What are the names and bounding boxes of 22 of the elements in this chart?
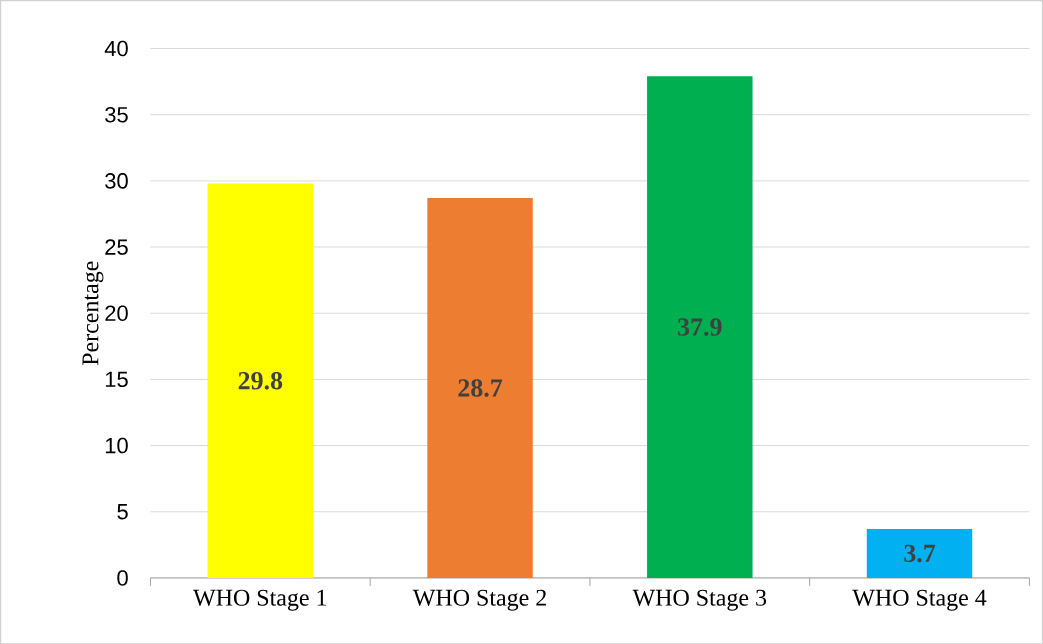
y-tick-label: 5 [117,503,128,520]
y-tick-label: 25 [105,239,128,255]
y-tick-label: 0 [117,569,128,586]
data-label: 28.7 [458,378,503,397]
y-tick-label: 30 [105,172,128,189]
x-tick-label: WHO Stage 2 [412,589,546,611]
y-tick-label: 35 [105,106,128,123]
data-label: 37.9 [678,318,722,336]
bar [427,197,533,578]
y-tick-label: 20 [105,305,128,321]
y-tick-label: 10 [105,437,128,454]
y-axis-title: Percentage [82,261,104,365]
x-tick-label: WHO Stage 3 [632,589,767,611]
y-tick-label: 40 [104,40,128,57]
bar [866,528,973,578]
x-tick-label: WHO Stage 1 [193,589,327,611]
x-tick-label: WHO Stage 4 [852,589,987,611]
data-label: 3.7 [904,544,936,563]
bar [207,183,314,578]
data-label: 29.8 [238,371,283,390]
bar [647,76,753,578]
y-tick-label: 15 [105,371,128,387]
